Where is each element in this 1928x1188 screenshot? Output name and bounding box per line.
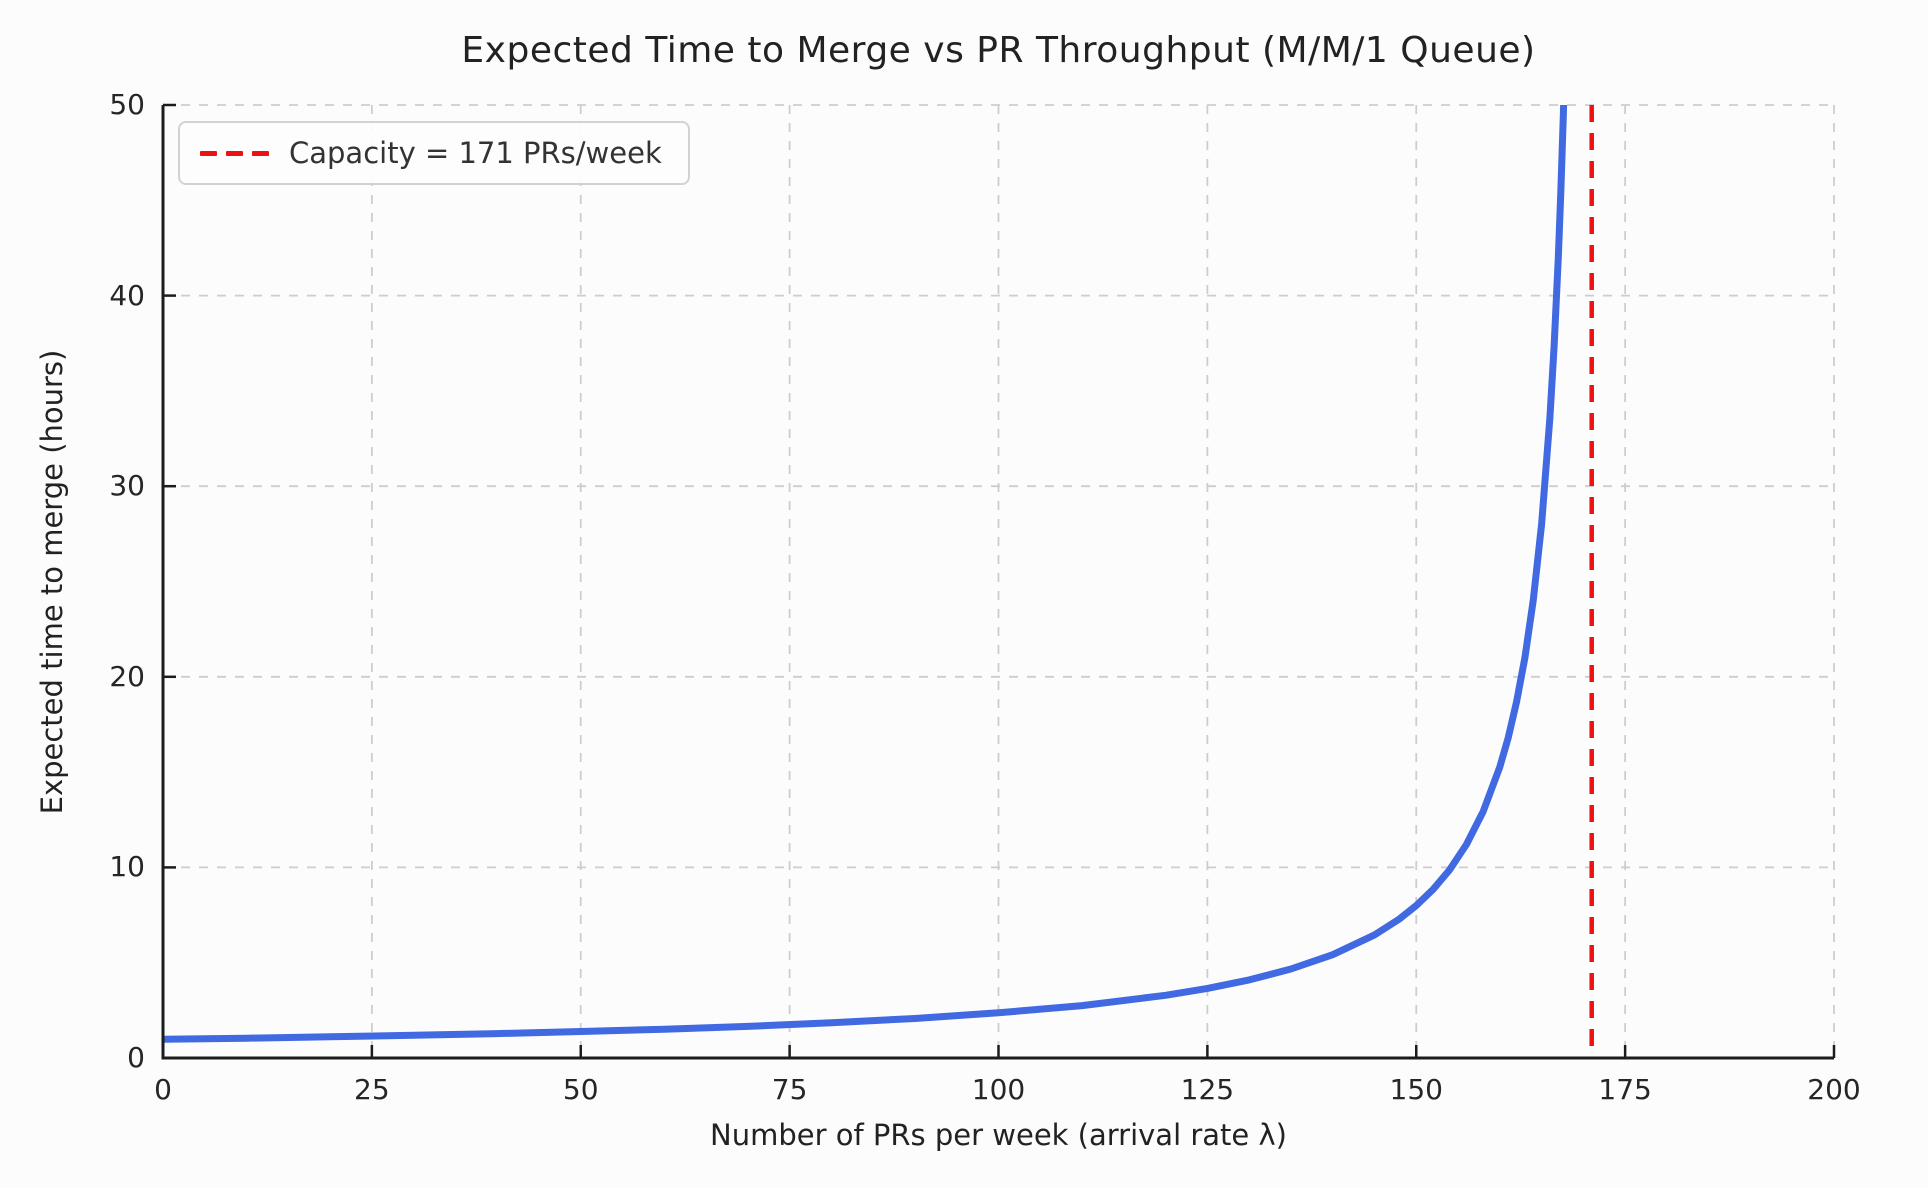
x-tick-label: 200 — [1807, 1073, 1861, 1106]
x-tick-label: 25 — [354, 1073, 390, 1106]
y-tick-label: 0 — [127, 1041, 145, 1074]
x-axis-label: Number of PRs per week (arrival rate λ) — [710, 1118, 1287, 1152]
y-tick-label: 50 — [109, 88, 145, 121]
x-tick-label: 125 — [1180, 1073, 1235, 1106]
chart-title: Expected Time to Merge vs PR Throughput … — [461, 30, 1536, 71]
y-tick-label: 10 — [109, 850, 145, 884]
x-tick-label: 50 — [562, 1073, 599, 1106]
y-axis-label: Expected time to merge (hours) — [35, 349, 69, 815]
x-tick-label: 0 — [154, 1073, 172, 1106]
y-tick-label: 20 — [109, 659, 145, 693]
y-tick-label: 40 — [109, 278, 145, 312]
legend-dashed-line-icon — [200, 150, 269, 156]
x-tick-label: 75 — [771, 1073, 808, 1106]
legend-label: Capacity = 171 PRs/week — [289, 136, 662, 170]
x-tick-label: 100 — [971, 1073, 1026, 1106]
y-tick-label: 30 — [109, 469, 145, 503]
series-line-expected-merge-time — [163, 105, 1568, 1043]
x-tick-label: 150 — [1389, 1073, 1443, 1106]
legend: Capacity = 171 PRs/week — [178, 121, 690, 185]
x-tick-label: 175 — [1598, 1073, 1652, 1106]
